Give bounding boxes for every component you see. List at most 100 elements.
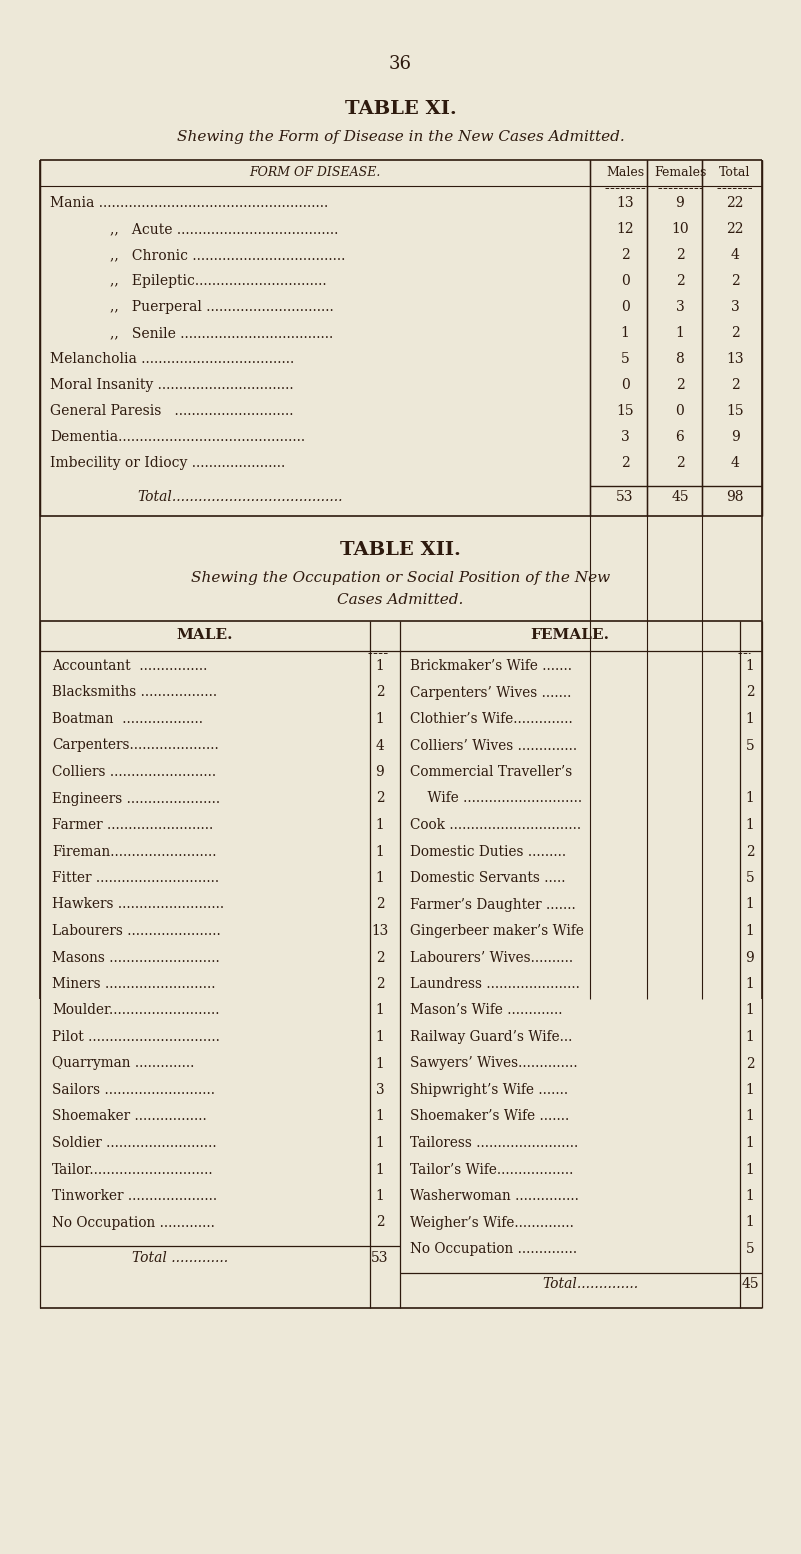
Text: ,,   Epileptic...............................: ,, Epileptic............................…	[110, 274, 327, 287]
Text: 1: 1	[746, 1004, 755, 1018]
Text: Mason’s Wife .............: Mason’s Wife .............	[410, 1004, 562, 1018]
Text: 45: 45	[741, 1277, 759, 1291]
Text: Sailors ..........................: Sailors ..........................	[52, 1083, 215, 1097]
Text: Domestic Duties .........: Domestic Duties .........	[410, 844, 566, 858]
Text: Tailor’s Wife..................: Tailor’s Wife..................	[410, 1162, 574, 1176]
Text: Shoemaker .................: Shoemaker .................	[52, 1110, 207, 1124]
Text: Farmer .........................: Farmer .........................	[52, 817, 213, 831]
Text: 22: 22	[727, 222, 744, 236]
Text: 2: 2	[376, 791, 384, 805]
Text: Shewing the Occupation or Social Position of the New: Shewing the Occupation or Social Positio…	[191, 570, 610, 584]
Text: 1: 1	[376, 817, 384, 831]
Text: Cases Admitted.: Cases Admitted.	[337, 594, 464, 608]
Text: 1: 1	[376, 1136, 384, 1150]
Text: 9: 9	[746, 951, 755, 965]
Text: 4: 4	[731, 455, 739, 469]
Text: 1: 1	[376, 1162, 384, 1176]
Text: Quarryman ..............: Quarryman ..............	[52, 1057, 195, 1071]
Text: Laundress ......................: Laundress ......................	[410, 977, 580, 991]
Text: 3: 3	[621, 430, 630, 444]
Text: Moulder..........................: Moulder..........................	[52, 1004, 219, 1018]
Text: 2: 2	[621, 249, 630, 263]
Text: Railway Guard’s Wife...: Railway Guard’s Wife...	[410, 1030, 573, 1044]
Text: Boatman  ...................: Boatman ...................	[52, 712, 203, 726]
Text: 9: 9	[675, 196, 684, 210]
Text: Weigher’s Wife..............: Weigher’s Wife..............	[410, 1215, 574, 1229]
Text: 98: 98	[727, 490, 744, 503]
Text: 2: 2	[376, 898, 384, 912]
Text: Carpenters.....................: Carpenters.....................	[52, 738, 219, 752]
Text: 36: 36	[389, 54, 412, 73]
Text: ,,   Senile ....................................: ,, Senile ..............................…	[110, 326, 333, 340]
Text: 1: 1	[746, 1136, 755, 1150]
Text: 2: 2	[376, 685, 384, 699]
Text: 3: 3	[731, 300, 739, 314]
Text: Shoemaker’s Wife .......: Shoemaker’s Wife .......	[410, 1110, 570, 1124]
Text: 1: 1	[376, 870, 384, 884]
Text: 2: 2	[376, 977, 384, 991]
Text: Total .............: Total .............	[132, 1251, 228, 1265]
Text: Tailoress ........................: Tailoress ........................	[410, 1136, 578, 1150]
Text: TABLE XI.: TABLE XI.	[344, 99, 457, 118]
Text: Carpenters’ Wives .......: Carpenters’ Wives .......	[410, 685, 571, 699]
Text: 1: 1	[376, 659, 384, 673]
Text: 13: 13	[372, 925, 388, 939]
Text: 1: 1	[376, 844, 384, 858]
Text: ,,   Puerperal ..............................: ,, Puerperal ...........................…	[110, 300, 334, 314]
Text: 10: 10	[671, 222, 689, 236]
Text: Imbecility or Idiocy ......................: Imbecility or Idiocy ...................…	[50, 455, 285, 469]
Text: 1: 1	[746, 1030, 755, 1044]
Text: 13: 13	[616, 196, 634, 210]
Text: 1: 1	[746, 1215, 755, 1229]
Text: Dementia............................................: Dementia................................…	[50, 430, 305, 444]
Text: 12: 12	[616, 222, 634, 236]
Text: Wife ............................: Wife ............................	[410, 791, 582, 805]
Text: Colliers .........................: Colliers .........................	[52, 765, 216, 779]
Text: FORM OF DISEASE.: FORM OF DISEASE.	[249, 166, 380, 179]
Text: 1: 1	[746, 1110, 755, 1124]
Text: Clothier’s Wife..............: Clothier’s Wife..............	[410, 712, 573, 726]
Text: General Paresis   ............................: General Paresis ........................…	[50, 404, 293, 418]
Text: Engineers ......................: Engineers ......................	[52, 791, 220, 805]
Text: 4: 4	[376, 738, 384, 752]
Text: 9: 9	[376, 765, 384, 779]
Text: 5: 5	[746, 738, 755, 752]
Text: 2: 2	[675, 455, 684, 469]
Text: 1: 1	[746, 791, 755, 805]
Text: Melancholia ....................................: Melancholia ............................…	[50, 353, 294, 367]
Text: Soldier ..........................: Soldier ..........................	[52, 1136, 216, 1150]
Text: 0: 0	[621, 274, 630, 287]
Text: 1: 1	[376, 712, 384, 726]
Text: Females: Females	[654, 166, 706, 179]
Text: 2: 2	[731, 378, 739, 392]
Text: 2: 2	[731, 274, 739, 287]
Text: Total..............: Total..............	[542, 1277, 638, 1291]
Text: 1: 1	[746, 925, 755, 939]
Text: 53: 53	[371, 1251, 388, 1265]
Text: 53: 53	[616, 490, 634, 503]
Text: 2: 2	[675, 249, 684, 263]
Text: 1: 1	[376, 1004, 384, 1018]
Text: Fireman.........................: Fireman.........................	[52, 844, 216, 858]
Text: Farmer’s Daughter .......: Farmer’s Daughter .......	[410, 898, 576, 912]
Text: Moral Insanity ................................: Moral Insanity .........................…	[50, 378, 294, 392]
Text: 2: 2	[746, 844, 755, 858]
Text: 5: 5	[746, 1242, 755, 1256]
Text: Total.......................................: Total...................................…	[137, 490, 343, 503]
Text: 2: 2	[376, 1215, 384, 1229]
Text: 1: 1	[376, 1189, 384, 1203]
Text: 45: 45	[671, 490, 689, 503]
Text: 5: 5	[621, 353, 630, 367]
Text: 4: 4	[731, 249, 739, 263]
Text: Commercial Traveller’s: Commercial Traveller’s	[410, 765, 572, 779]
Text: Shipwright’s Wife .......: Shipwright’s Wife .......	[410, 1083, 568, 1097]
Text: 22: 22	[727, 196, 744, 210]
Text: 2: 2	[376, 951, 384, 965]
Text: 1: 1	[621, 326, 630, 340]
Text: Pilot ...............................: Pilot ...............................	[52, 1030, 220, 1044]
Text: 1: 1	[376, 1110, 384, 1124]
Text: Gingerbeer maker’s Wife: Gingerbeer maker’s Wife	[410, 925, 584, 939]
Text: 0: 0	[675, 404, 684, 418]
Text: 1: 1	[376, 1057, 384, 1071]
Text: 1: 1	[746, 977, 755, 991]
